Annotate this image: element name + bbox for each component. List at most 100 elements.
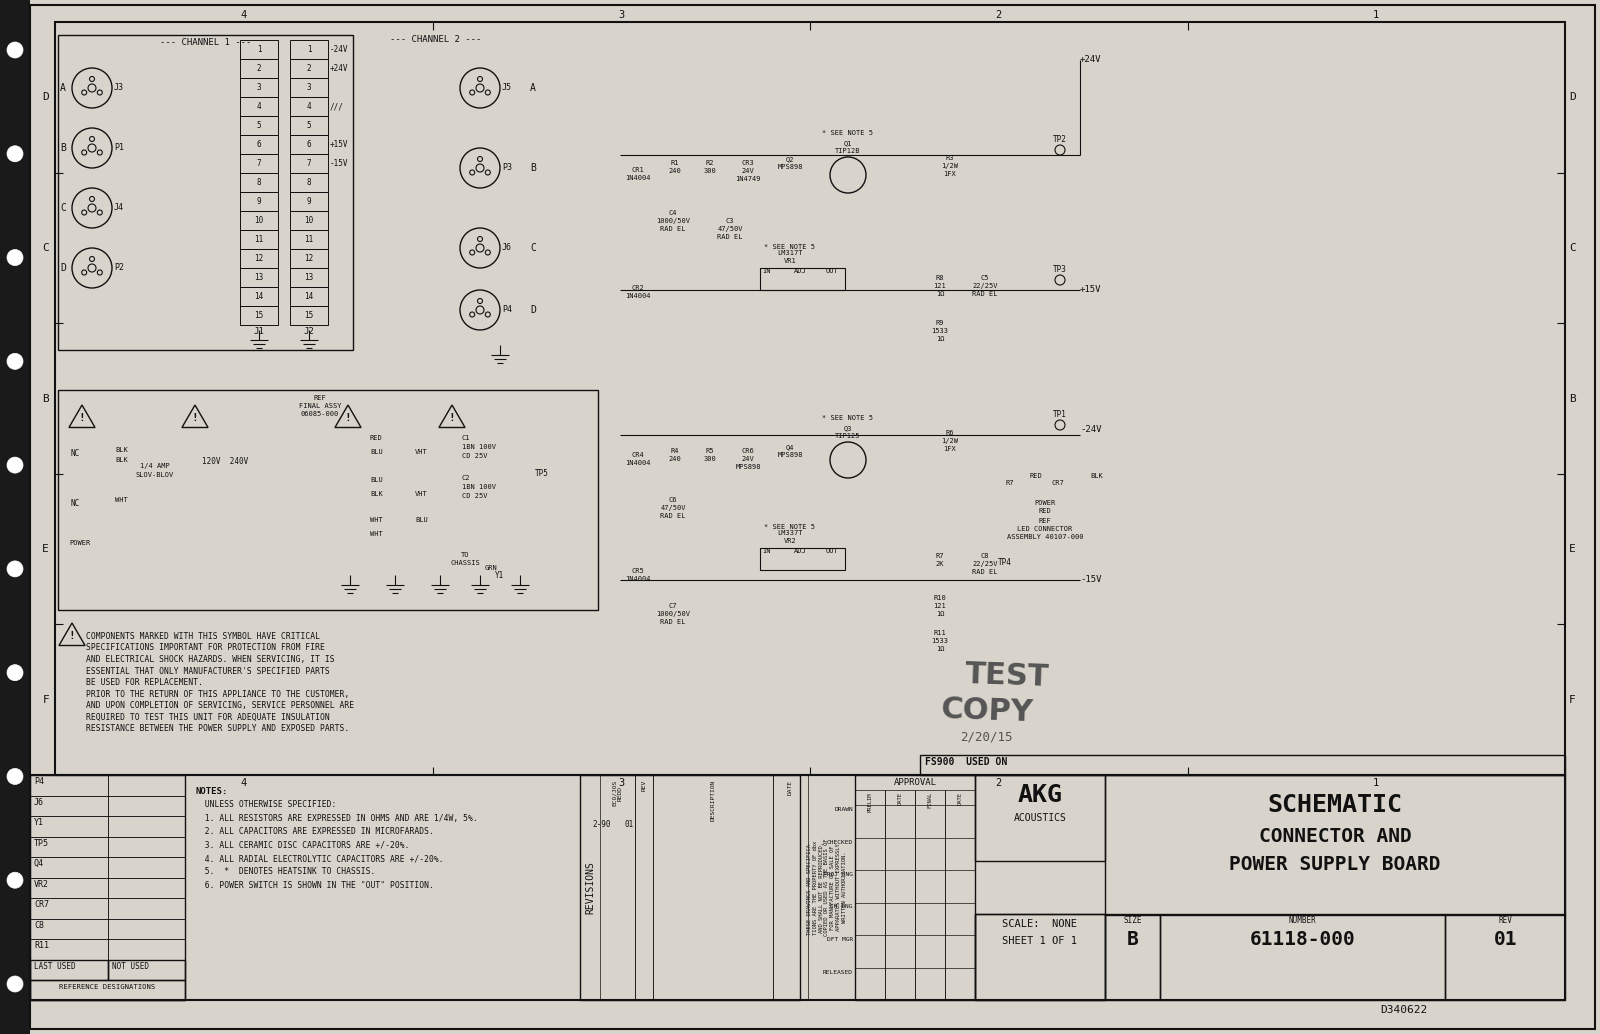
Text: 1BN 100V: 1BN 100V <box>462 484 496 490</box>
Text: 22/25V: 22/25V <box>973 561 998 567</box>
Circle shape <box>6 768 22 785</box>
Text: 5: 5 <box>307 121 312 130</box>
Text: 15: 15 <box>304 311 314 320</box>
Bar <box>240 116 278 135</box>
Text: 3. ALL CERAMIC DISC CAPACITORS ARE +/-20%.: 3. ALL CERAMIC DISC CAPACITORS ARE +/-20… <box>195 841 410 850</box>
Text: SCALE:  NONE: SCALE: NONE <box>1003 919 1077 929</box>
Bar <box>635 776 653 1000</box>
Text: * SEE NOTE 5: * SEE NOTE 5 <box>765 244 816 250</box>
Text: WHT: WHT <box>370 531 382 537</box>
Text: 1/2W: 1/2W <box>941 163 958 169</box>
Text: 1: 1 <box>256 45 261 54</box>
Text: VR2: VR2 <box>34 880 50 889</box>
Text: P4: P4 <box>34 777 45 786</box>
Text: CR2: CR2 <box>632 285 645 291</box>
Bar <box>885 790 915 1000</box>
Text: J4: J4 <box>114 204 125 213</box>
Text: 1Ω: 1Ω <box>936 646 944 652</box>
Text: R6: R6 <box>946 430 954 436</box>
Text: GRN: GRN <box>485 565 498 571</box>
Text: MPS898: MPS898 <box>736 464 760 470</box>
Text: MPS898: MPS898 <box>778 164 803 170</box>
Text: 3: 3 <box>618 10 624 20</box>
Text: 14: 14 <box>304 292 314 301</box>
Text: 1N4004: 1N4004 <box>626 460 651 466</box>
Text: E: E <box>42 544 50 554</box>
Text: VR1: VR1 <box>784 258 797 264</box>
Text: J6: J6 <box>502 243 512 252</box>
Text: PRIOR TO THE RETURN OF THIS APPLIANCE TO THE CUSTOMER,: PRIOR TO THE RETURN OF THIS APPLIANCE TO… <box>86 690 349 699</box>
Text: 3: 3 <box>307 83 312 92</box>
Text: 1N4004: 1N4004 <box>626 175 651 181</box>
Text: 12: 12 <box>304 254 314 263</box>
Text: R4: R4 <box>670 448 680 454</box>
Text: C: C <box>530 243 536 253</box>
Text: REF: REF <box>1038 518 1051 524</box>
Text: SLOV-BLOV: SLOV-BLOV <box>136 472 174 478</box>
Text: NC: NC <box>70 449 80 457</box>
Bar <box>290 116 328 135</box>
Text: F: F <box>1570 695 1576 705</box>
Text: CR7: CR7 <box>34 901 50 909</box>
Bar <box>30 919 107 940</box>
Text: 240: 240 <box>669 456 682 462</box>
Bar <box>30 776 107 795</box>
Text: DATE: DATE <box>957 792 963 805</box>
Text: TP3: TP3 <box>1053 265 1067 274</box>
Text: SIZE: SIZE <box>1123 916 1142 925</box>
Text: 2: 2 <box>995 778 1002 788</box>
Text: TP5: TP5 <box>534 468 549 478</box>
Text: 10: 10 <box>304 216 314 225</box>
Text: OUT: OUT <box>826 268 838 274</box>
Text: IN: IN <box>762 548 771 554</box>
Text: VR2: VR2 <box>784 538 797 544</box>
Text: 3: 3 <box>256 83 261 92</box>
Bar <box>1106 914 1160 1000</box>
Text: +15V: +15V <box>1080 285 1101 295</box>
Text: PROJ ENG: PROJ ENG <box>822 872 853 877</box>
Text: CR4: CR4 <box>632 452 645 458</box>
Text: BLK: BLK <box>115 447 128 453</box>
Bar <box>240 59 278 78</box>
Text: BLU: BLU <box>370 477 382 483</box>
Circle shape <box>6 873 22 888</box>
Text: -24V: -24V <box>1080 426 1101 434</box>
Text: RAD EL: RAD EL <box>973 291 998 297</box>
Bar <box>946 790 974 1000</box>
Bar <box>240 173 278 192</box>
Bar <box>30 776 186 1000</box>
Text: SPECIFICATIONS IMPORTANT FOR PROTECTION FROM FIRE: SPECIFICATIONS IMPORTANT FOR PROTECTION … <box>86 643 325 652</box>
Bar <box>773 776 808 1000</box>
Text: 8: 8 <box>256 178 261 187</box>
Text: 1Ω: 1Ω <box>936 611 944 617</box>
Text: J6: J6 <box>34 797 45 807</box>
Bar <box>240 97 278 116</box>
Text: REQUIRED TO TEST THIS UNIT FOR ADEQUATE INSULATION: REQUIRED TO TEST THIS UNIT FOR ADEQUATE … <box>86 712 330 722</box>
Text: 22/25V: 22/25V <box>973 283 998 288</box>
Text: D: D <box>530 305 536 315</box>
Bar <box>30 980 186 1000</box>
Text: 01: 01 <box>624 820 634 829</box>
Text: Q4: Q4 <box>34 859 45 869</box>
Text: RAD EL: RAD EL <box>973 569 998 575</box>
Text: RELEASED: RELEASED <box>822 970 853 974</box>
Bar <box>760 268 845 290</box>
Bar <box>290 306 328 325</box>
Text: BLK: BLK <box>115 457 128 463</box>
Bar <box>58 35 354 349</box>
Text: 7: 7 <box>256 159 261 168</box>
Text: POWER SUPPLY BOARD: POWER SUPPLY BOARD <box>1229 855 1440 874</box>
Text: 4: 4 <box>307 102 312 111</box>
Text: 120V  240V: 120V 240V <box>202 457 248 466</box>
Text: DFT MGR: DFT MGR <box>827 937 853 942</box>
Text: BLK: BLK <box>1090 473 1102 479</box>
Text: COPY: COPY <box>941 695 1034 727</box>
Bar <box>290 211 328 230</box>
Text: D: D <box>61 263 66 273</box>
Text: 1/4 AMP: 1/4 AMP <box>141 463 170 469</box>
Bar <box>107 776 186 795</box>
Bar <box>30 837 107 857</box>
Text: THESE DRAWINGS AND SPECIFICA-
TIONS ARE THE PROPERTY OF dbx
AND SHALL NOT BE REP: THESE DRAWINGS AND SPECIFICA- TIONS ARE … <box>806 839 846 936</box>
Text: 06085-000: 06085-000 <box>301 410 339 417</box>
Text: F: F <box>42 695 50 705</box>
